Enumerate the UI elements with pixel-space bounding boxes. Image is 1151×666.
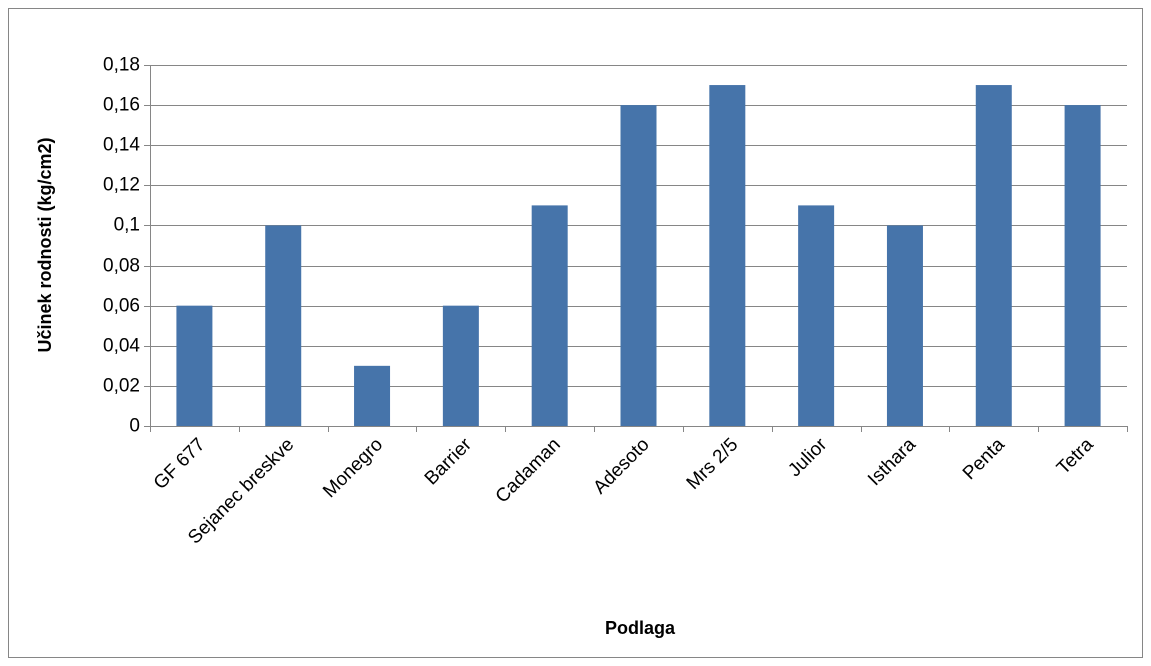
bar	[265, 225, 302, 426]
y-tick-label: 0,18	[103, 55, 140, 76]
y-tick-label: 0,1	[114, 215, 140, 236]
bar	[1064, 105, 1101, 426]
bar	[354, 365, 391, 426]
y-tick-label: 0,02	[103, 376, 140, 397]
bar	[798, 205, 835, 426]
y-tick-label: 0,08	[103, 256, 140, 277]
y-tick-label: 0,06	[103, 296, 140, 317]
y-tick-label: 0,04	[103, 336, 140, 357]
y-axis-title: Učinek rodnosti (kg/cm2)	[35, 137, 55, 352]
bar	[442, 305, 479, 426]
bar	[886, 225, 923, 426]
x-axis-title: Podlaga	[605, 618, 676, 638]
y-tick-label: 0	[129, 416, 140, 437]
y-tick-label: 0,12	[103, 175, 140, 196]
y-tick-label: 0,14	[103, 135, 140, 156]
bar	[620, 105, 657, 426]
bar	[176, 305, 213, 426]
y-tick-label: 0,16	[103, 95, 140, 116]
bar	[531, 205, 568, 426]
bar	[975, 85, 1012, 427]
bar	[709, 85, 746, 427]
